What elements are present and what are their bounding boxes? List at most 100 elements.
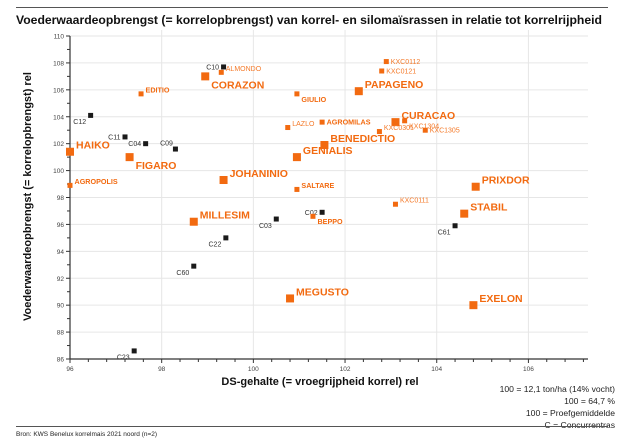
marker-editio (138, 91, 144, 97)
x-tick-label: 96 (66, 366, 74, 373)
annotation-notes: 100 = 12,1 ton/ha (14% vocht) 100 = 64,7… (500, 383, 615, 431)
marker-agropolis (67, 182, 73, 188)
marker-kxc1305 (422, 127, 428, 133)
y-tick-label: 102 (53, 141, 64, 148)
marker-kxc0121 (379, 68, 385, 74)
marker-beppo (310, 213, 316, 219)
marker-megusto (286, 294, 295, 303)
chart-title: Voederwaardeopbrengst (= korrelopbrengst… (16, 13, 602, 27)
marker-c11 (122, 134, 128, 140)
label-agromilas: AGROMILAS (327, 118, 371, 127)
label-c10: C10 (206, 64, 219, 71)
axes: 86 88 90 92 94 96 98 100 102 104 106 108 110 96 98 100 1… (53, 34, 588, 373)
label-megusto: MEGUSTO (296, 286, 349, 298)
marker-genialis (292, 153, 301, 162)
marker-papageno (354, 87, 363, 96)
note-yield-reference: 100 = 12,1 ton/ha (14% vocht) (499, 384, 615, 394)
label-kxc0301: KXC0301 (384, 125, 414, 132)
bottom-rule (16, 426, 608, 427)
marker-benedictio (320, 141, 329, 150)
x-tick-label: 106 (523, 366, 534, 373)
label-almondo: ALMONDO (226, 66, 262, 73)
marker-exelon (469, 301, 478, 310)
y-tick-label: 106 (53, 87, 64, 94)
label-figaro: FIGARO (136, 160, 177, 172)
y-tick-label: 94 (57, 249, 65, 256)
x-tick-label: 100 (248, 366, 259, 373)
y-tick-label: 86 (57, 357, 65, 364)
marker-c02 (319, 209, 325, 215)
label-beppo: BEPPO (317, 217, 343, 226)
y-tick-label: 110 (54, 34, 65, 41)
label-c02: C02 (305, 210, 318, 217)
label-saltare: SALTARE (301, 181, 334, 190)
source-note: Bron: KWS Benelux korrelmais 2021 noord … (16, 431, 158, 438)
marker-figaro (125, 153, 134, 162)
label-c09: C09 (160, 141, 173, 148)
label-c60: C60 (176, 270, 189, 277)
x-tick-label: 98 (158, 366, 166, 373)
y-tick-label: 108 (53, 60, 64, 67)
label-c12: C12 (73, 119, 86, 126)
label-corazon: CORAZON (211, 79, 264, 91)
marker-kxc1304 (402, 118, 408, 124)
label-agropolis: AGROPOLIS (75, 177, 118, 186)
marker-c22 (223, 235, 229, 241)
label-kxc0111: KXC0111 (400, 198, 429, 205)
marker-kxc0112 (383, 59, 389, 65)
label-prixdor: PRIXDOR (482, 175, 530, 187)
y-tick-label: 100 (53, 168, 64, 175)
label-haiko: HAIKO (76, 140, 110, 152)
marker-c03 (273, 216, 279, 222)
marker-giulio (294, 91, 300, 97)
label-editio: EDITIO (146, 85, 170, 94)
label-giulio: GIULIO (301, 95, 326, 104)
y-tick-label: 90 (57, 303, 65, 310)
marker-millesim (189, 217, 198, 226)
label-benedictio: BENEDICTIO (330, 133, 395, 145)
label-curacao: CURACAO (401, 110, 455, 122)
marker-johaninio (219, 176, 228, 185)
x-tick-label: 102 (340, 366, 351, 373)
note-competitor-legend: C = Concurrentras (544, 420, 615, 430)
marker-corazon (201, 72, 210, 81)
label-kxc0121: KXC0121 (386, 68, 416, 75)
marker-almondo (218, 69, 224, 75)
label-papageno: PAPAGENO (365, 79, 424, 91)
marker-kxc0111 (392, 201, 398, 207)
label-c22: C22 (209, 242, 222, 249)
label-c61: C61 (438, 230, 451, 237)
label-c11: C11 (108, 134, 120, 141)
note-ds-reference: 100 = 64,7 % (564, 396, 615, 406)
marker-saltare (294, 186, 300, 192)
data-points: CORAZON ALMONDO C10 EDITIO C12 C11 C04 C09 HAIKO… (66, 59, 530, 362)
marker-kxc0301 (376, 129, 382, 135)
label-kxc0112: KXC0112 (391, 59, 421, 66)
label-stabil: STABIL (470, 202, 508, 214)
marker-prixdor (471, 182, 480, 191)
y-axis-label: Voederwaardeopbrengst (= korrelopbrengst… (22, 72, 34, 321)
label-genialis: GENIALIS (303, 145, 353, 157)
label-c23: C23 (117, 355, 130, 362)
marker-c09 (172, 146, 178, 152)
x-tick-label: 104 (431, 366, 442, 373)
marker-c12 (88, 112, 94, 118)
grid-lines (70, 30, 588, 359)
y-tick-label: 98 (57, 195, 65, 202)
marker-c60 (191, 263, 197, 269)
label-c03: C03 (259, 223, 272, 230)
marker-lazlo (285, 125, 291, 131)
y-tick-label: 104 (53, 114, 64, 121)
marker-c23 (131, 348, 137, 354)
label-lazlo: LAZLO (292, 121, 315, 128)
note-trial-average: 100 = Proefgemiddelde (525, 408, 615, 418)
y-tick-label: 92 (57, 276, 65, 283)
label-johaninio: JOHANINIO (230, 168, 288, 180)
marker-agromilas (319, 119, 325, 125)
y-tick-label: 88 (57, 330, 65, 337)
top-rule (16, 7, 608, 8)
x-axis-label: DS-gehalte (= vroegrijpheid korrel) rel (221, 376, 419, 388)
marker-c61 (452, 223, 458, 229)
marker-haiko (66, 147, 74, 156)
